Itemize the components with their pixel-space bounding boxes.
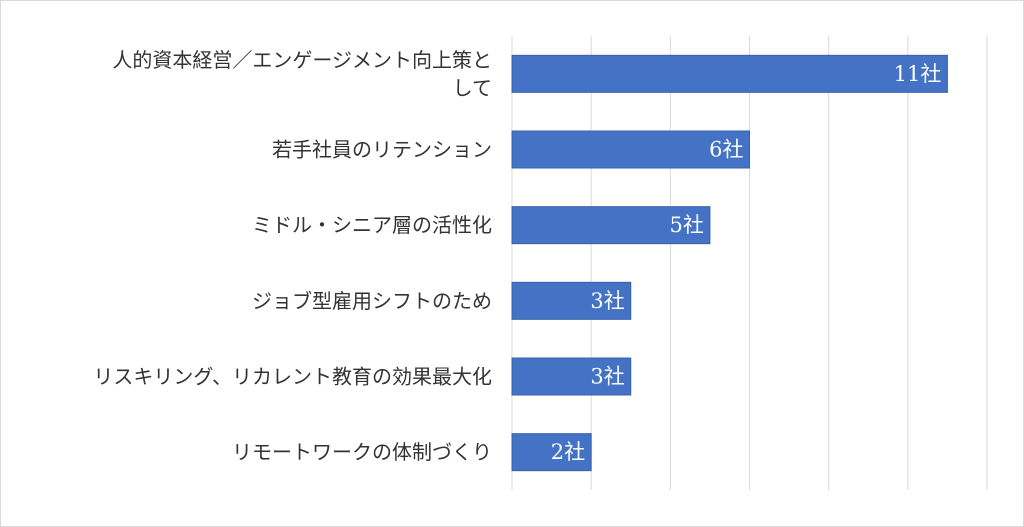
bar-4 [511,281,632,320]
bar-6 [511,433,592,472]
category-label-4: ジョブ型雇用シフトのため [252,289,492,313]
bar-2 [511,130,750,169]
data-label-2: 6社 [709,138,743,162]
bar-1 [511,54,948,93]
data-label-4: 3社 [590,289,624,313]
bar-5 [511,357,632,396]
category-label-3: ミドル・シニア層の活性化 [252,213,492,237]
bar-3 [511,206,711,245]
data-label-5: 3社 [590,365,624,389]
data-label-6: 2社 [551,440,585,464]
category-label-6: リモートワークの体制づくり [232,440,492,464]
category-label-1: 人的資本経営／エンゲージメント向上策として [112,48,492,100]
data-label-3: 5社 [670,213,704,237]
data-label-1: 11社 [894,62,942,86]
category-label-2: 若手社員のリテンション [272,138,492,162]
category-label-5: リスキリング、リカレント教育の効果最大化 [93,365,492,389]
